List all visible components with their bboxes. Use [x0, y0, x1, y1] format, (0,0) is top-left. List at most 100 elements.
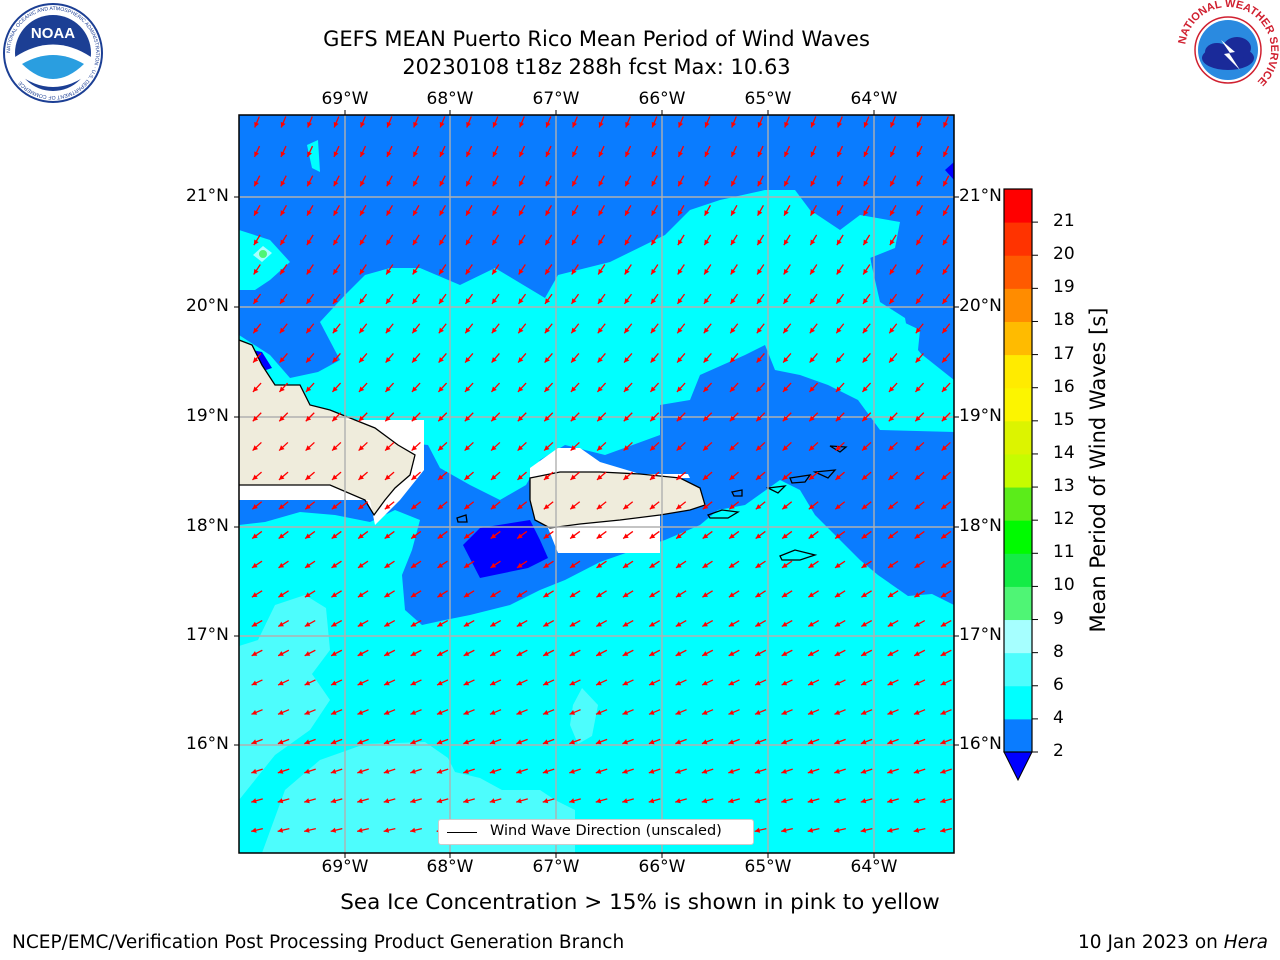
wind-wave-arrow [358, 353, 368, 363]
wind-wave-arrow [545, 204, 552, 217]
colorbar-tick-label: 17 [1053, 343, 1075, 364]
wind-wave-arrow [728, 560, 740, 569]
wind-wave-arrow [834, 501, 846, 510]
wind-wave-arrow [306, 204, 314, 217]
wind-wave-arrow [280, 175, 287, 187]
wind-wave-arrow [278, 560, 289, 569]
noaa-logo-icon: NOAA NATIONAL OCEANIC AND ATMOSPHERIC AD… [3, 3, 103, 103]
wind-wave-arrow [277, 738, 290, 745]
wind-wave-arrow [516, 738, 528, 745]
lat-label-right: 18°N [959, 516, 1002, 536]
wind-wave-arrow [651, 175, 658, 187]
wind-wave-arrow [942, 264, 950, 275]
wind-wave-arrow [331, 530, 342, 540]
wind-wave-arrow [729, 441, 739, 452]
wind-wave-arrow [834, 590, 846, 598]
wind-wave-arrow [862, 234, 871, 246]
wind-wave-arrow [677, 175, 685, 187]
wind-wave-arrow [251, 560, 263, 569]
wind-wave-arrow [569, 619, 581, 628]
wind-wave-arrow [941, 293, 951, 305]
wind-wave-arrow [942, 175, 950, 187]
wind-wave-arrow [941, 441, 951, 452]
wind-wave-arrow [543, 471, 554, 481]
wind-wave-arrow [489, 768, 502, 774]
wind-wave-arrow [888, 353, 898, 363]
wind-wave-arrow [757, 145, 764, 158]
wind-wave-arrow [569, 738, 581, 745]
wind-wave-arrow [887, 560, 899, 569]
lon-label-top: 64°W [850, 89, 898, 109]
wind-wave-arrow [596, 412, 607, 422]
wind-wave-arrow [940, 798, 952, 804]
colorbar-band [1004, 520, 1032, 554]
wind-wave-arrow [730, 175, 738, 187]
wind-wave-arrow [332, 323, 341, 334]
wind-wave-arrow [834, 560, 846, 569]
wind-wave-arrow [598, 204, 605, 217]
colorbar-band [1004, 453, 1032, 488]
wind-wave-arrow [914, 382, 925, 393]
wind-wave-arrow [701, 679, 714, 686]
wind-wave-arrow [492, 145, 499, 158]
wind-wave-arrow [436, 709, 449, 715]
wind-wave-arrow [649, 590, 660, 598]
wind-wave-arrow [464, 412, 474, 422]
lon-label-bottom: 67°W [532, 857, 580, 877]
wind-wave-arrow [516, 679, 528, 686]
colorbar-tick-label: 2 [1053, 741, 1064, 761]
wind-wave-arrow [781, 679, 793, 686]
wind-wave-arrow [569, 649, 581, 657]
wind-wave-arrow [703, 323, 712, 334]
wind-wave-arrow [649, 412, 660, 422]
wind-wave-arrow [677, 264, 685, 275]
wind-wave-arrow [677, 204, 685, 217]
wind-wave-arrow [728, 530, 740, 540]
wind-wave-arrow [755, 530, 766, 540]
wind-wave-arrow [940, 827, 952, 833]
wind-wave-arrow [490, 530, 501, 540]
wind-wave-arrow [544, 234, 553, 246]
wind-wave-arrow [251, 590, 263, 598]
wind-wave-arrow [940, 590, 952, 598]
wind-wave-arrow [304, 649, 316, 657]
wind-wave-arrow [837, 116, 843, 128]
wind-wave-arrow [781, 560, 793, 569]
wind-wave-arrow [914, 412, 925, 422]
wind-wave-arrow [463, 501, 475, 510]
wind-wave-arrow [569, 501, 581, 510]
wind-wave-arrow [781, 649, 793, 657]
wind-wave-arrow [755, 471, 766, 481]
wind-wave-arrow [782, 412, 792, 422]
wind-wave-arrow [331, 590, 342, 598]
wind-wave-arrow [278, 382, 289, 393]
wind-wave-arrow [436, 649, 449, 657]
st-croix-coastline [779, 549, 818, 561]
colorbar-band [1004, 652, 1032, 687]
wind-wave-arrow [622, 798, 634, 804]
wind-wave-arrow [916, 175, 923, 187]
wind-wave-arrow [332, 234, 341, 246]
wind-wave-arrow [595, 679, 608, 686]
wind-wave-arrow [543, 501, 554, 510]
wind-wave-arrow [940, 679, 952, 686]
wind-wave-arrow [808, 441, 819, 452]
wind-wave-arrow [517, 412, 527, 422]
wind-wave-arrow [410, 768, 422, 774]
wind-wave-arrow [385, 264, 394, 275]
wind-wave-arrow [489, 649, 502, 657]
colorbar-tick-label: 4 [1053, 707, 1064, 728]
colorbar-band [1004, 255, 1032, 289]
wind-wave-arrow [357, 679, 369, 686]
colorbar-tick-label: 15 [1053, 409, 1075, 430]
wind-wave-arrow [916, 145, 923, 158]
wind-wave-arrow [862, 264, 871, 275]
wind-wave-arrow [703, 293, 712, 305]
wind-wave-arrow [757, 204, 764, 217]
colorbar-band [1004, 387, 1032, 422]
wind-wave-arrow [304, 560, 316, 569]
wind-wave-arrow [940, 768, 952, 774]
wind-wave-arrow [729, 293, 739, 305]
